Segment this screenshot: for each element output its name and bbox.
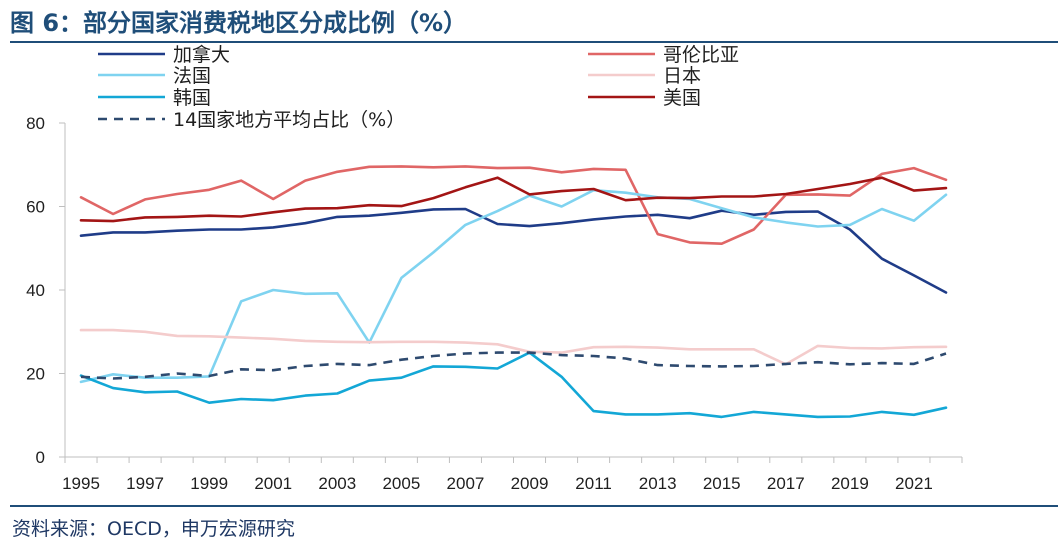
x-tick-label: 2017 [767,474,805,493]
series-lines [79,165,948,419]
legend-item: 加拿大 [98,44,230,66]
series-line-7 [80,351,947,380]
y-tick-label: 60 [26,198,45,217]
chart-axes: 0 20 40 60 80 1995 1997 1999 2001 2003 2005 2007 200… [26,114,963,493]
legend-label: 14国家地方平均占比（%） [173,109,405,131]
x-tick-label: 1995 [62,474,100,493]
legend-label: 哥伦比亚 [663,44,739,66]
series-line-4 [79,328,948,366]
series-line-6 [79,351,948,419]
x-tick-label: 1997 [126,474,164,493]
chart-title: 图 6：部分国家消费税地区分成比例（%） [10,9,468,37]
x-tick-label: 2007 [447,474,485,493]
legend-item: 日本 [588,65,701,87]
x-tick-label: 2009 [511,474,549,493]
legend-label: 法国 [173,65,211,87]
x-tick-label: 2005 [382,474,420,493]
legend-label: 日本 [663,65,701,87]
x-tick-label: 2001 [254,474,292,493]
legend-label: 美国 [663,87,701,109]
x-tick-label: 2015 [703,474,741,493]
series-line-2 [79,165,948,245]
title-divider [10,41,1058,43]
legend-item: 哥伦比亚 [588,44,739,66]
x-tick-label: 2021 [895,474,933,493]
legend-item: 14国家地方平均占比（%） [98,109,405,131]
x-tick-label: 2011 [575,474,612,493]
y-tick-label: 0 [36,448,45,467]
legend-item: 法国 [98,65,211,87]
series-line-3 [79,188,948,384]
line-chart: 0 20 40 60 80 1995 1997 1999 2001 2003 2005 2007 200… [26,44,963,493]
y-tick-label: 20 [26,365,45,384]
legend-item: 韩国 [98,87,211,109]
x-tick-label: 2019 [831,474,869,493]
source-note: 资料来源：OECD，申万宏源研究 [12,518,295,540]
legend-label: 加拿大 [173,44,230,66]
footer-divider [10,505,1058,507]
x-tick-label: 1999 [190,474,228,493]
series-line-5 [79,176,948,223]
x-tick-label: 2003 [318,474,356,493]
y-tick-label: 40 [26,281,45,300]
legend-label: 韩国 [173,87,211,109]
series-line-1 [79,207,948,294]
x-tick-label: 2013 [639,474,677,493]
y-tick-label: 80 [26,114,45,133]
legend-item: 美国 [588,87,701,109]
